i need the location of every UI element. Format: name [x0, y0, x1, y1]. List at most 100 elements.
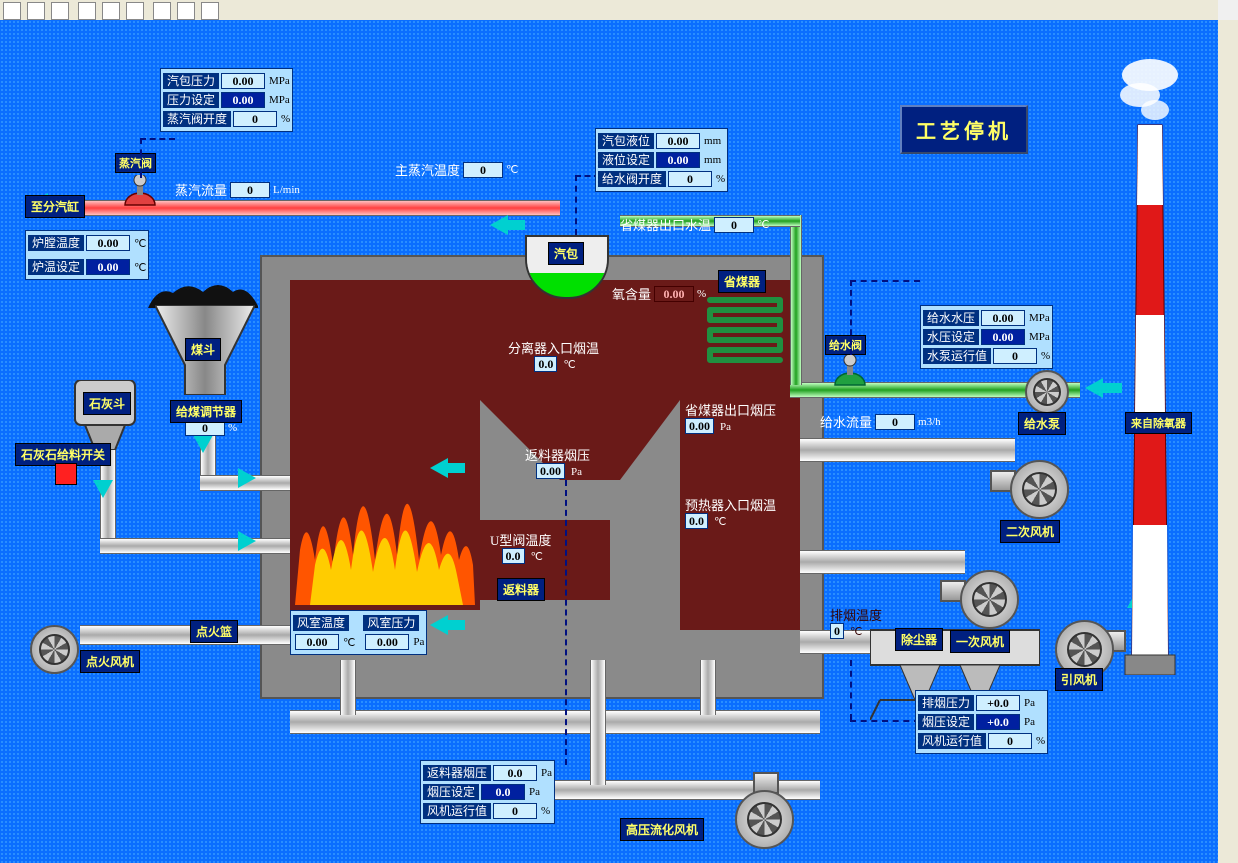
coal-hopper-label: 煤斗 — [185, 338, 221, 361]
lime-arrow-icon — [238, 531, 256, 551]
value[interactable]: +0.0 — [976, 714, 1020, 730]
unit: ℃ — [754, 218, 769, 231]
value[interactable]: 0.00 — [685, 418, 714, 434]
steam-valve-label: 蒸汽阀 — [115, 153, 156, 173]
toolbar — [0, 0, 1218, 21]
lime-down-arrow-icon — [93, 480, 113, 498]
unit: ℃ — [503, 163, 518, 176]
value[interactable]: 0.0 — [534, 356, 557, 372]
value[interactable]: 0 — [463, 162, 503, 178]
coal-feeder-label: 给煤调节器 — [170, 400, 242, 423]
value[interactable]: 0.00 — [221, 73, 265, 89]
value[interactable]: 0.00 — [365, 634, 409, 650]
value[interactable]: 0 — [493, 803, 537, 819]
value[interactable]: 0.00 — [86, 259, 130, 275]
chimney — [1110, 55, 1190, 675]
value[interactable]: 0.0 — [481, 784, 525, 800]
label: 炉温设定 — [28, 259, 84, 275]
label: 给水流量 — [820, 412, 875, 431]
unit: % — [714, 173, 725, 185]
exhaust-temp-readout: 排烟温度 0 ℃ — [830, 605, 885, 639]
unit: MPa — [1027, 312, 1050, 324]
steam-valve-icon[interactable] — [120, 175, 160, 210]
value[interactable]: 0.00 — [536, 463, 565, 479]
ctrl-line — [140, 138, 175, 140]
ignition-gun-label: 点火篮 — [190, 620, 238, 643]
return-arrow-icon — [430, 458, 448, 478]
drum-label: 汽包 — [548, 242, 584, 265]
air-arrow-icon — [430, 615, 448, 635]
label: 烟压设定 — [423, 784, 479, 800]
app-sidebar — [1217, 20, 1238, 863]
value[interactable]: 0.00 — [981, 310, 1025, 326]
coal-arrow-icon — [238, 468, 256, 488]
coal-down-arrow-icon — [193, 435, 213, 453]
value[interactable]: 0.00 — [654, 286, 694, 302]
id-fan — [1055, 620, 1110, 675]
lime-hopper — [70, 380, 140, 450]
return-gas-pressure-block: 返料器烟压 0.0 Pa 烟压设定 0.0 Pa 风机运行值 0 % — [420, 760, 555, 824]
value[interactable]: 0.00 — [295, 634, 339, 650]
unit: MPa — [267, 75, 290, 87]
value[interactable]: 0.00 — [86, 235, 130, 251]
preheater-temp-readout: 预热器入口烟温 0.0 ℃ — [685, 495, 779, 529]
feedwater-valve-icon[interactable] — [830, 355, 870, 390]
value[interactable]: 0.00 — [981, 329, 1025, 345]
value[interactable]: 0 — [233, 111, 277, 127]
value[interactable]: 0 — [830, 623, 844, 639]
unit: m3/h — [915, 416, 941, 428]
label: 水泵运行值 — [923, 348, 991, 364]
unit: Pa — [717, 421, 731, 433]
drum-level-block: 汽包液位 0.00 mm 液位设定 0.00 mm 给水阀开度 0 % — [595, 128, 728, 192]
value[interactable]: +0.0 — [976, 695, 1020, 711]
value[interactable]: 0 — [230, 182, 270, 198]
lime-switch[interactable] — [55, 463, 77, 485]
label: 排烟压力 — [918, 695, 974, 711]
label: 分离器入口烟温 — [508, 338, 602, 357]
exhaust-pressure-block: 排烟压力 +0.0 Pa 烟压设定 +0.0 Pa 风机运行值 0 % — [915, 690, 1048, 754]
unit: % — [1034, 735, 1045, 747]
id-fan-label: 引风机 — [1055, 668, 1103, 691]
label: 返料器烟压 — [423, 765, 491, 781]
label: 压力设定 — [163, 92, 219, 108]
label: 液位设定 — [598, 152, 654, 168]
feedwater-pump — [1025, 370, 1065, 410]
value[interactable]: 0 — [988, 733, 1032, 749]
air-header — [290, 710, 820, 734]
dust-collector-label: 除尘器 — [895, 628, 943, 651]
steam-drum-pressure-block: 汽包压力 0.00 MPa 压力设定 0.00 MPa 蒸汽阀开度 0 % — [160, 68, 293, 132]
unit: % — [279, 113, 290, 125]
label: 返料器烟压 — [525, 445, 593, 464]
value[interactable]: 0 — [714, 217, 754, 233]
ctrl-line — [850, 660, 852, 720]
secondary-fan-label: 二次风机 — [1000, 520, 1060, 543]
ignition-pipe — [80, 625, 290, 645]
to-header-label: 至分汽缸 — [25, 195, 85, 218]
value[interactable]: 0.00 — [656, 152, 700, 168]
label: 主蒸汽温度 — [395, 160, 463, 179]
ignition-fan — [30, 625, 75, 670]
value[interactable]: 0 — [875, 414, 915, 430]
unit: Pa — [568, 466, 582, 478]
unit: MPa — [1027, 331, 1050, 343]
unit: ℃ — [711, 516, 726, 528]
econ-gas-p-readout: 省煤器出口烟压 0.00 Pa — [685, 400, 779, 434]
value[interactable]: 0.00 — [221, 92, 265, 108]
u-valve-temp-readout: U型阀温度 0.0 ℃ — [490, 530, 554, 564]
value[interactable]: 0.0 — [502, 548, 525, 564]
lime-hopper-label: 石灰斗 — [83, 392, 131, 415]
value[interactable]: 0.0 — [685, 513, 708, 529]
unit: ℃ — [341, 636, 355, 649]
unit: MPa — [267, 94, 290, 106]
value[interactable]: 0.0 — [493, 765, 537, 781]
value[interactable]: 0.00 — [656, 133, 700, 149]
duct-primary — [800, 550, 965, 574]
value[interactable]: 0 — [668, 171, 712, 187]
feedwater-flow-readout: 给水流量 0 m3/h — [820, 412, 941, 431]
ctrl-line — [575, 175, 577, 235]
process-status-button[interactable]: 工艺停机 — [900, 105, 1028, 154]
unit: mm — [702, 135, 721, 147]
ctrl-line — [850, 280, 920, 282]
value[interactable]: 0 — [993, 348, 1037, 364]
chamber-tp-block: 风室温度 0.00 ℃ 风室压力 0.00 Pa — [290, 610, 427, 655]
